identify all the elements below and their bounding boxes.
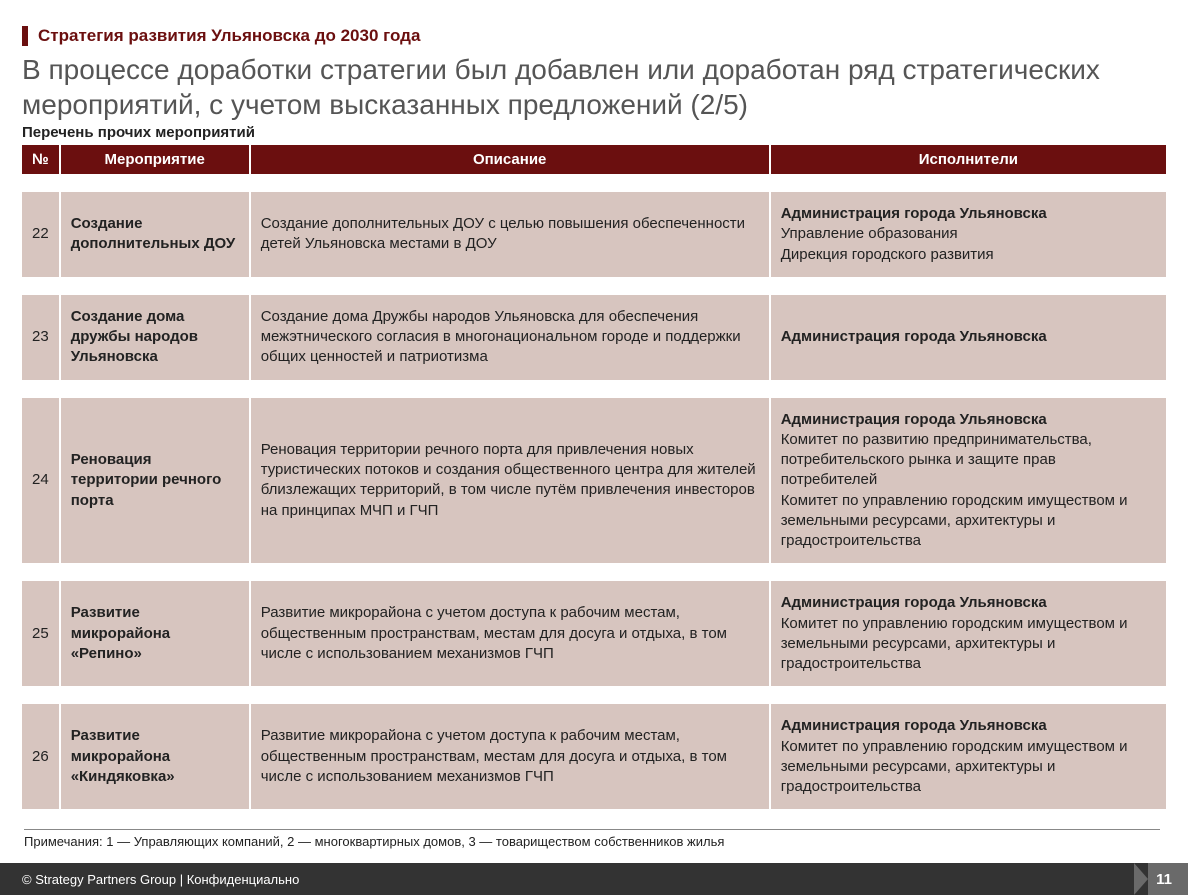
th-event: Мероприятие [61, 145, 251, 174]
cell-event: Развитие микрорайона «Репино» [61, 581, 251, 686]
cell-num: 23 [22, 295, 61, 380]
table-header-row: № Мероприятие Описание Исполнители [22, 145, 1166, 174]
exec-line: Комитет по управлению городским имуществ… [781, 491, 1156, 552]
exec-lead: Администрация города Ульяновска [781, 410, 1156, 430]
table-row: 22Создание дополнительных ДОУСоздание до… [22, 192, 1166, 277]
exec-lead: Администрация города Ульяновска [781, 327, 1156, 347]
exec-lead: Администрация города Ульяновска [781, 204, 1156, 224]
kicker-row: Стратегия развития Ульяновска до 2030 го… [22, 26, 1166, 46]
cell-exec: Администрация города Ульяновска [771, 295, 1166, 380]
table-body: 22Создание дополнительных ДОУСоздание до… [22, 174, 1166, 809]
cell-desc: Развитие микрорайона с учетом доступа к … [251, 581, 771, 686]
cell-event: Создание дополнительных ДОУ [61, 192, 251, 277]
th-desc: Описание [251, 145, 771, 174]
cell-num: 26 [22, 704, 61, 809]
footnotes: Примечания: 1 — Управляющих компаний, 2 … [24, 829, 1160, 849]
gap-row [22, 563, 1166, 581]
footer-bar: © Strategy Partners Group | Конфиденциал… [0, 863, 1188, 895]
exec-line: Комитет по развитию предпринимательства,… [781, 430, 1156, 491]
cell-event: Реновация территории речного порта [61, 398, 251, 564]
exec-line: Комитет по управлению городским имуществ… [781, 737, 1156, 798]
slide-title: В процессе доработки стратегии был добав… [22, 52, 1166, 122]
cell-num: 22 [22, 192, 61, 277]
th-num: № [22, 145, 61, 174]
gap-row [22, 686, 1166, 704]
cell-exec: Администрация города УльяновскаКомитет п… [771, 704, 1166, 809]
table-row: 25Развитие микрорайона «Репино»Развитие … [22, 581, 1166, 686]
cell-desc: Создание дополнительных ДОУ с целью повы… [251, 192, 771, 277]
gap-row [22, 174, 1166, 192]
slide: Стратегия развития Ульяновска до 2030 го… [0, 0, 1188, 895]
cell-exec: Администрация города УльяновскаКомитет п… [771, 581, 1166, 686]
cell-num: 24 [22, 398, 61, 564]
exec-line: Дирекция городского развития [781, 245, 1156, 265]
page-number-wrap: 11 [1134, 863, 1188, 895]
th-exec: Исполнители [771, 145, 1166, 174]
cell-event: Создание дома дружбы народов Ульяновска [61, 295, 251, 380]
cell-desc: Создание дома Дружбы народов Ульяновска … [251, 295, 771, 380]
exec-lead: Администрация города Ульяновска [781, 593, 1156, 613]
exec-lead: Администрация города Ульяновска [781, 716, 1156, 736]
cell-exec: Администрация города УльяновскаКомитет п… [771, 398, 1166, 564]
exec-line: Комитет по управлению городским имуществ… [781, 614, 1156, 675]
cell-exec: Администрация города УльяновскаУправлени… [771, 192, 1166, 277]
table-row: 24Реновация территории речного портаРено… [22, 398, 1166, 564]
cell-event: Развитие микрорайона «Киндяковка» [61, 704, 251, 809]
exec-line: Управление образования [781, 224, 1156, 244]
slide-subtitle: Перечень прочих мероприятий [22, 124, 1166, 141]
gap-row [22, 380, 1166, 398]
kicker-bar [22, 26, 28, 46]
page-number: 11 [1148, 863, 1188, 895]
gap-row [22, 277, 1166, 295]
table-row: 23Создание дома дружбы народов Ульяновск… [22, 295, 1166, 380]
events-table: № Мероприятие Описание Исполнители 22Соз… [22, 145, 1166, 809]
kicker-text: Стратегия развития Ульяновска до 2030 го… [38, 26, 420, 46]
cell-num: 25 [22, 581, 61, 686]
page-chevron-icon [1134, 863, 1148, 895]
cell-desc: Развитие микрорайона с учетом доступа к … [251, 704, 771, 809]
footer-copyright: © Strategy Partners Group | Конфиденциал… [22, 872, 299, 887]
cell-desc: Реновация территории речного порта для п… [251, 398, 771, 564]
table-row: 26Развитие микрорайона «Киндяковка»Разви… [22, 704, 1166, 809]
